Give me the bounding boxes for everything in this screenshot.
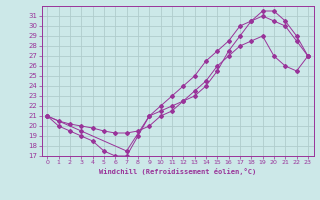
X-axis label: Windchill (Refroidissement éolien,°C): Windchill (Refroidissement éolien,°C) (99, 168, 256, 175)
